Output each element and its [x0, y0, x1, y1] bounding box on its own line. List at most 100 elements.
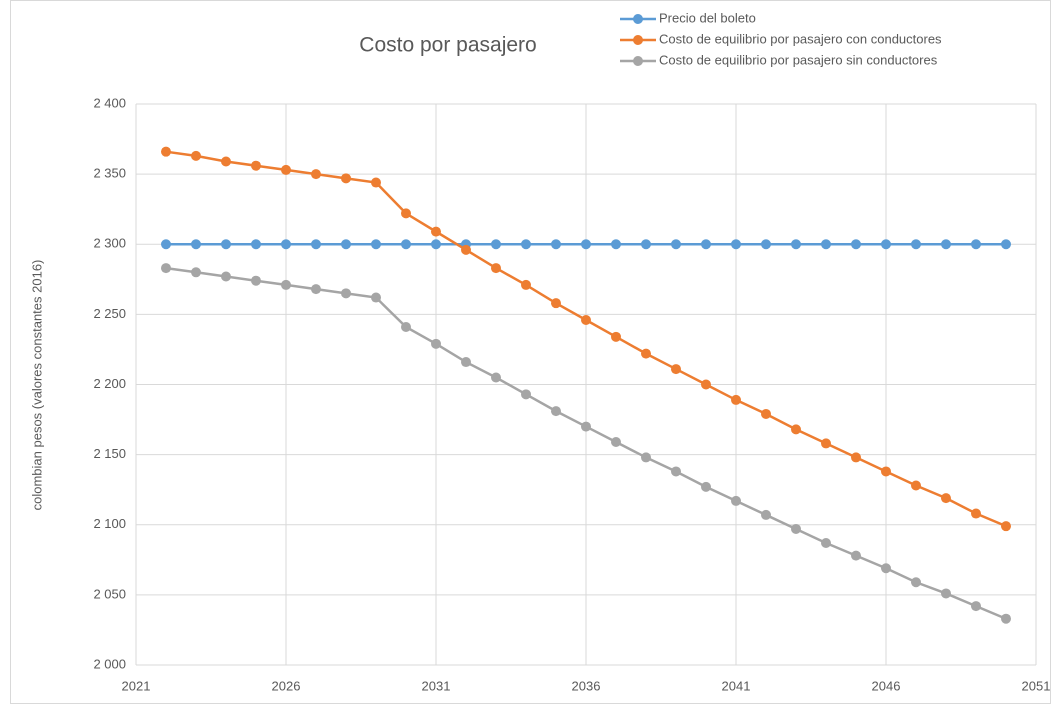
data-point [791, 239, 801, 250]
x-tick-label: 2041 [722, 678, 751, 693]
data-point [341, 239, 351, 250]
data-point [401, 321, 411, 332]
data-point [821, 239, 831, 250]
data-point [971, 601, 981, 612]
data-point [611, 331, 621, 342]
x-tick-label: 2036 [572, 678, 601, 693]
data-point [251, 160, 261, 171]
data-point [431, 239, 441, 250]
data-point [551, 298, 561, 309]
data-point [551, 239, 561, 250]
x-tick-label: 2051 [1022, 678, 1051, 693]
data-point [731, 394, 741, 405]
x-tick-label: 2046 [872, 678, 901, 693]
data-point [701, 481, 711, 492]
data-point [611, 437, 621, 448]
data-point [311, 169, 321, 180]
data-point [431, 338, 441, 349]
data-point [881, 466, 891, 477]
data-point [911, 480, 921, 491]
y-tick-label: 2 050 [93, 586, 126, 601]
y-tick-label: 2 400 [93, 95, 126, 110]
data-point [911, 577, 921, 588]
legend-marker [633, 35, 643, 45]
data-point [371, 177, 381, 188]
data-point [791, 424, 801, 435]
data-point [431, 226, 441, 237]
data-point [401, 208, 411, 219]
data-point [731, 495, 741, 506]
data-point [491, 372, 501, 383]
data-point [581, 314, 591, 325]
data-point [371, 239, 381, 250]
data-point [281, 279, 291, 290]
y-tick-label: 2 150 [93, 446, 126, 461]
data-point [581, 421, 591, 432]
data-point [941, 239, 951, 250]
data-point [671, 466, 681, 477]
data-point [341, 288, 351, 299]
data-point [881, 239, 891, 250]
data-point [191, 150, 201, 161]
data-point [161, 239, 171, 250]
data-point [1001, 239, 1011, 250]
legend-label: Costo de equilibrio por pasajero sin con… [659, 52, 938, 67]
data-point [791, 523, 801, 534]
data-point [941, 493, 951, 504]
x-tick-label: 2026 [272, 678, 301, 693]
y-tick-label: 2 350 [93, 166, 126, 181]
data-point [191, 267, 201, 278]
data-point [521, 239, 531, 250]
data-point [491, 239, 501, 250]
data-point [161, 263, 171, 274]
data-point [641, 348, 651, 359]
data-point [341, 173, 351, 184]
y-axis-label: colombian pesos (valores constantes 2016… [29, 260, 44, 511]
data-point [671, 364, 681, 375]
data-point [221, 156, 231, 167]
data-point [821, 537, 831, 548]
data-point [461, 244, 471, 255]
y-tick-label: 2 200 [93, 376, 126, 391]
data-point [1001, 613, 1011, 624]
data-point [731, 239, 741, 250]
data-point [461, 357, 471, 368]
data-point [611, 239, 621, 250]
data-point [701, 239, 711, 250]
data-point [221, 271, 231, 282]
legend: Precio del boleto Costo de equilibrio por… [620, 10, 942, 67]
data-point [371, 292, 381, 303]
data-point [971, 508, 981, 519]
data-point [221, 239, 231, 250]
data-point [521, 389, 531, 400]
chart-title: Costo por pasajero [359, 34, 536, 57]
y-tick-label: 2 300 [93, 236, 126, 251]
legend-label: Costo de equilibrio por pasajero con con… [659, 31, 942, 46]
data-point [851, 239, 861, 250]
data-point [311, 284, 321, 295]
data-point [251, 239, 261, 250]
x-tick-label: 2031 [422, 678, 451, 693]
data-point [851, 452, 861, 463]
chart-border [10, 0, 1051, 704]
data-point [881, 563, 891, 574]
data-point [251, 275, 261, 286]
data-point [701, 379, 711, 390]
data-point [311, 239, 321, 250]
data-point [551, 406, 561, 417]
data-point [821, 438, 831, 449]
data-point [641, 452, 651, 463]
y-tick-label: 2 100 [93, 516, 126, 531]
data-point [521, 279, 531, 290]
data-point [641, 239, 651, 250]
legend-marker [633, 14, 643, 24]
data-point [761, 408, 771, 419]
data-point [161, 146, 171, 157]
y-tick-label: 2 000 [93, 656, 126, 671]
data-point [581, 239, 591, 250]
data-point [851, 550, 861, 561]
data-point [1001, 521, 1011, 532]
data-point [401, 239, 411, 250]
x-tick-label: 2021 [122, 678, 151, 693]
